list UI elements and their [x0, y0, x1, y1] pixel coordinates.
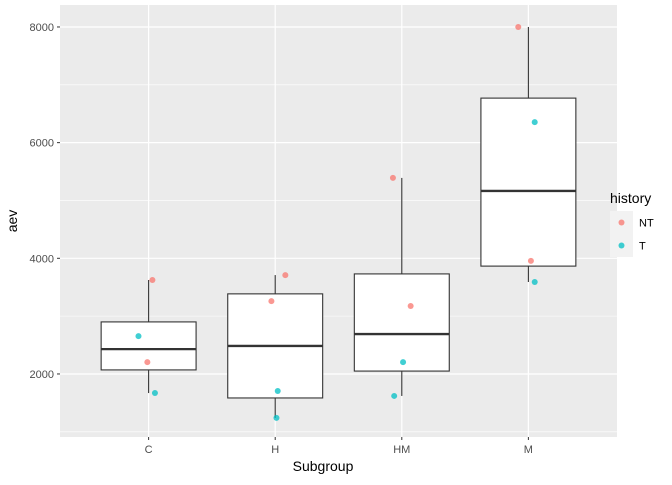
point-T — [531, 279, 538, 286]
legend-label: T — [639, 241, 646, 253]
point-NT — [268, 298, 275, 305]
x-tick-label: H — [271, 444, 279, 456]
x-axis-title: Subgroup — [293, 458, 354, 474]
points — [135, 23, 538, 421]
point-T — [531, 119, 538, 126]
point-NT — [407, 303, 414, 310]
point-T — [400, 359, 407, 366]
x-tick-label: HM — [393, 444, 410, 456]
point-NT — [515, 23, 522, 30]
box-rect — [353, 273, 450, 372]
point-NT — [149, 276, 156, 283]
legend-title: history — [610, 190, 651, 206]
box-rect — [480, 97, 577, 267]
point-T — [273, 414, 280, 421]
y-tick-label: 2000 — [30, 369, 54, 381]
point-T — [391, 392, 398, 399]
box-H — [227, 275, 324, 418]
y-axis: 2000 4000 6000 8000 — [30, 22, 60, 381]
x-tick-label: C — [145, 444, 153, 456]
point-NT — [527, 257, 534, 264]
point-NT — [282, 272, 289, 279]
boxes — [100, 26, 577, 418]
legend-label: NT — [639, 218, 654, 230]
legend: history NT T — [610, 190, 654, 257]
point-T — [274, 388, 281, 395]
box-HM — [353, 177, 450, 396]
point-T — [151, 390, 158, 397]
box-M — [480, 26, 577, 283]
x-axis: C H HM M — [145, 437, 533, 456]
legend-key-T — [618, 242, 625, 249]
point-T — [135, 333, 142, 340]
y-tick-label: 8000 — [30, 22, 54, 34]
point-NT — [144, 359, 151, 366]
y-tick-label: 6000 — [30, 138, 54, 150]
y-tick-label: 4000 — [30, 253, 54, 265]
y-axis-title: aev — [4, 210, 20, 233]
legend-key-NT — [618, 219, 625, 226]
point-NT — [389, 174, 396, 181]
x-tick-label: M — [524, 444, 533, 456]
